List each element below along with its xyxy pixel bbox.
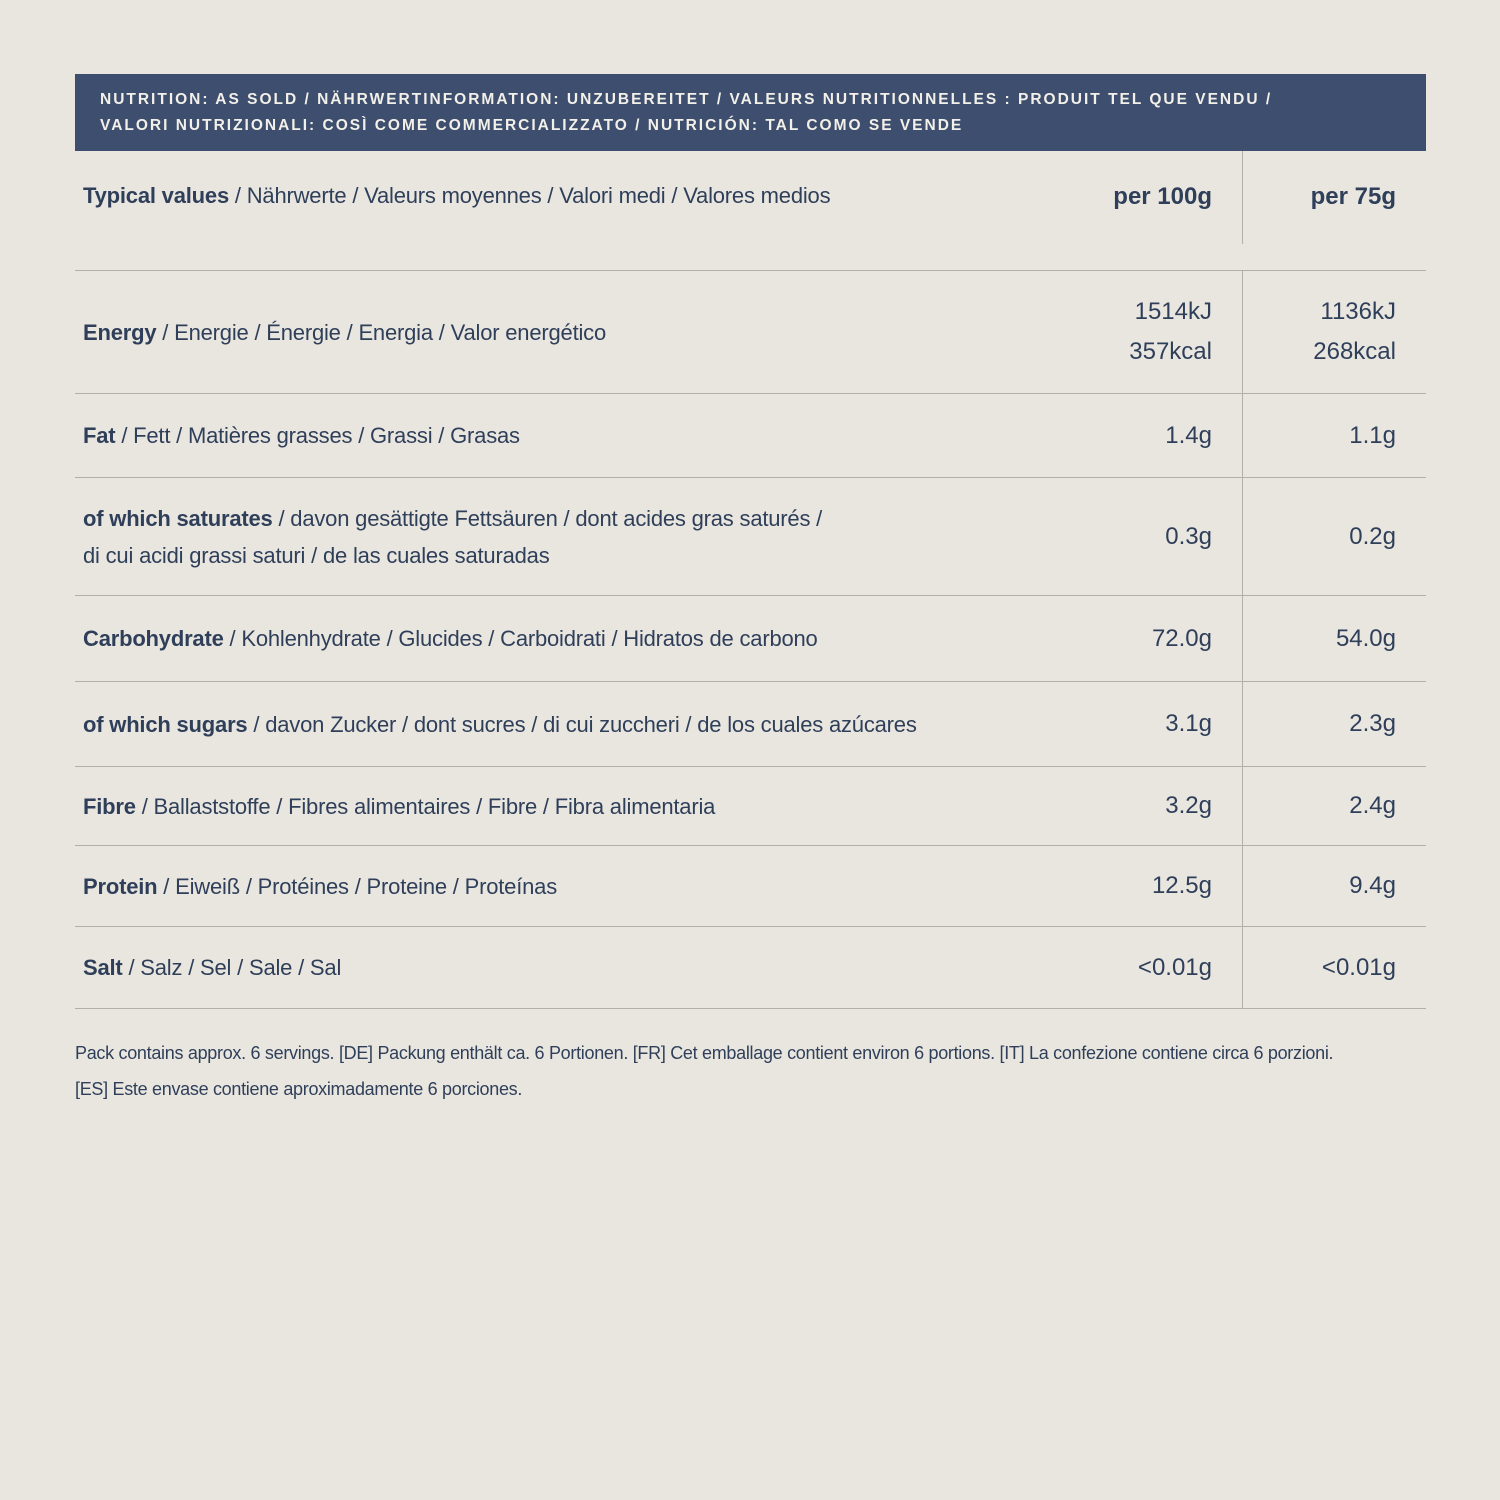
saturates-per-75g: 0.2g: [1242, 478, 1426, 595]
nutrition-header-text: NUTRITION: AS SOLD / NÄHRWERTINFORMATION…: [100, 91, 1273, 134]
saturates-label: of which saturates / davon gesättigte Fe…: [75, 500, 1092, 574]
protein-name: Protein: [83, 873, 158, 899]
row-fat: Fat / Fett / Matières grasses / Grassi /…: [75, 394, 1426, 478]
salt-translations: / Salz / Sel / Sale / Sal: [122, 955, 342, 980]
fibre-label: Fibre / Ballaststoffe / Fibres alimentai…: [75, 788, 1092, 825]
fat-per-100g: 1.4g: [1165, 421, 1212, 449]
nutrition-panel: NUTRITION: AS SOLD / NÄHRWERTINFORMATION…: [75, 74, 1426, 1107]
energy-translations: / Energie / Énergie / Energia / Valor en…: [156, 319, 607, 345]
carbohydrate-per-100g: 72.0g: [1151, 624, 1212, 652]
fibre-per-100g: 3.2g: [1165, 792, 1212, 819]
sugars-translations: / davon Zucker / dont sucres / di cui zu…: [247, 711, 917, 737]
carbohydrate-label: Carbohydrate / Kohlenhydrate / Glucides …: [75, 620, 1092, 657]
nutrition-header-bar: NUTRITION: AS SOLD / NÄHRWERTINFORMATION…: [75, 74, 1426, 151]
energy-per-75g: 1136kJ 268kcal: [1242, 271, 1426, 393]
energy-label: Energy / Energie / Énergie / Energia / V…: [75, 314, 1092, 351]
column-header-per-100g: per 100g: [1113, 183, 1212, 210]
row-carbohydrate: Carbohydrate / Kohlenhydrate / Glucides …: [75, 596, 1426, 682]
salt-label: Salt / Salz / Sel / Sale / Sal: [75, 949, 1092, 986]
fat-label: Fat / Fett / Matières grasses / Grassi /…: [75, 417, 1092, 454]
fat-translations: / Fett / Matières grasses / Grassi / Gra…: [115, 423, 520, 448]
row-salt: Salt / Salz / Sel / Sale / Sal <0.01g <0…: [75, 927, 1426, 1009]
typical-values-translations: / Nährwerte / Valeurs moyennes / Valori …: [228, 183, 831, 208]
sugars-label: of which sugars / davon Zucker / dont su…: [75, 706, 1092, 743]
protein-translations: / Eiweiß / Protéines / Proteine / Proteí…: [157, 873, 557, 899]
salt-per-100g: <0.01g: [1137, 953, 1212, 981]
fibre-per-75g: 2.4g: [1242, 767, 1426, 845]
row-fibre: Fibre / Ballaststoffe / Fibres alimentai…: [75, 767, 1426, 846]
fibre-translations: / Ballaststoffe / Fibres alimentaires / …: [135, 793, 716, 819]
table-header-row: Typical values / Nährwerte / Valeurs moy…: [75, 151, 1426, 271]
protein-label: Protein / Eiweiß / Protéines / Proteine …: [75, 868, 1092, 905]
energy-per-100g: 1514kJ 357kcal: [1129, 298, 1212, 365]
fat-per-75g: 1.1g: [1242, 394, 1426, 477]
typical-values-bold: Typical values: [83, 183, 229, 208]
saturates-per-100g: 0.3g: [1165, 522, 1212, 550]
typical-values-label: Typical values / Nährwerte / Valeurs moy…: [75, 177, 1092, 214]
sugars-name: of which sugars: [83, 711, 248, 737]
carbohydrate-translations: / Kohlenhydrate / Glucides / Carboidrati…: [223, 626, 818, 651]
sugars-per-100g: 3.1g: [1165, 710, 1212, 737]
sugars-per-75g: 2.3g: [1242, 682, 1426, 766]
saturates-name: of which saturates: [83, 505, 273, 531]
fibre-name: Fibre: [83, 793, 136, 819]
salt-name: Salt: [83, 955, 123, 980]
salt-per-75g: <0.01g: [1242, 927, 1426, 1008]
protein-per-100g: 12.5g: [1151, 872, 1212, 899]
saturates-translations: / davon gesättigte Fettsäuren / dont aci…: [83, 505, 823, 568]
row-protein: Protein / Eiweiß / Protéines / Proteine …: [75, 846, 1426, 927]
servings-note: Pack contains approx. 6 servings. [DE] P…: [75, 1043, 1334, 1099]
protein-per-75g: 9.4g: [1242, 846, 1426, 926]
energy-name: Energy: [83, 319, 157, 345]
nutrition-table: Typical values / Nährwerte / Valeurs moy…: [75, 151, 1426, 1009]
carbohydrate-name: Carbohydrate: [83, 626, 224, 651]
column-header-per-75g: per 75g: [1242, 151, 1426, 244]
fat-name: Fat: [83, 423, 116, 448]
row-energy: Energy / Energie / Énergie / Energia / V…: [75, 271, 1426, 394]
row-sugars: of which sugars / davon Zucker / dont su…: [75, 682, 1426, 767]
carbohydrate-per-75g: 54.0g: [1242, 596, 1426, 681]
row-saturates: of which saturates / davon gesättigte Fe…: [75, 478, 1426, 596]
